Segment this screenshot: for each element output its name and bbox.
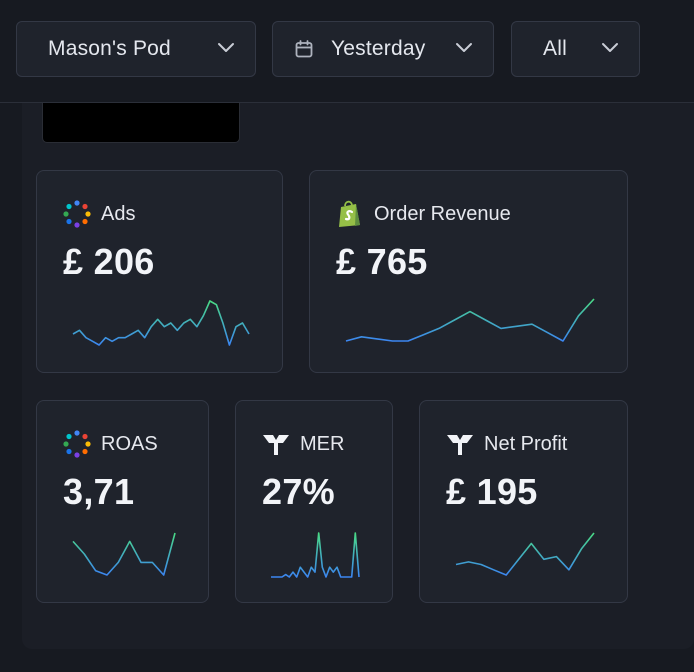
shopify-icon [339,200,360,227]
filter-bar: Mason's Pod Yesterday All [0,0,694,103]
channel-selector-label: All [543,37,567,60]
triple-whale-icon [447,435,473,455]
ads-sparkline [72,300,250,346]
order-revenue-sparkline [345,298,595,342]
chevron-down-icon [456,43,472,52]
card-title: ROAS [101,432,158,455]
card-header: Order Revenue [335,199,511,229]
calendar-icon [295,40,313,58]
sparkline-path [72,300,250,346]
net-profit-sparkline [455,532,595,576]
chevron-down-icon [602,43,618,52]
metric-card-ads[interactable]: Ads £ 206 [36,170,283,373]
metric-card-mer[interactable]: MER 27% [235,400,393,603]
metric-card-order-revenue[interactable]: Order Revenue £ 765 [309,170,628,373]
card-header: ROAS [62,429,158,459]
card-header: Ads [62,199,135,229]
store-selector[interactable]: Mason's Pod [16,21,256,77]
channel-selector[interactable]: All [511,21,640,77]
sparkline-path [455,532,595,576]
card-title: Net Profit [484,432,568,455]
card-title: MER [300,432,345,455]
card-value: 27% [262,471,335,512]
metric-card-net-profit[interactable]: Net Profit £ 195 [419,400,628,603]
sparkline-path [72,532,176,576]
sparkline-path [271,532,360,578]
ads-dots-icon [63,200,91,228]
sparkline-path [345,298,595,342]
card-header: Net Profit [445,429,567,459]
card-title: Ads [101,202,136,225]
redacted-block [42,103,240,143]
card-value: £ 765 [336,241,428,282]
ads-dots-icon [63,430,91,458]
date-range-label: Yesterday [331,37,426,60]
roas-sparkline [72,532,176,576]
card-value: £ 195 [446,471,538,512]
triple-whale-icon [263,435,289,455]
card-value: £ 206 [63,241,155,282]
metric-card-roas[interactable]: ROAS 3,71 [36,400,209,603]
card-header: MER [261,429,344,459]
card-value: 3,71 [63,471,135,512]
chevron-down-icon [218,43,234,52]
mer-sparkline [271,532,360,578]
date-range-selector[interactable]: Yesterday [272,21,494,77]
card-title: Order Revenue [374,202,511,225]
store-selector-label: Mason's Pod [48,37,171,60]
